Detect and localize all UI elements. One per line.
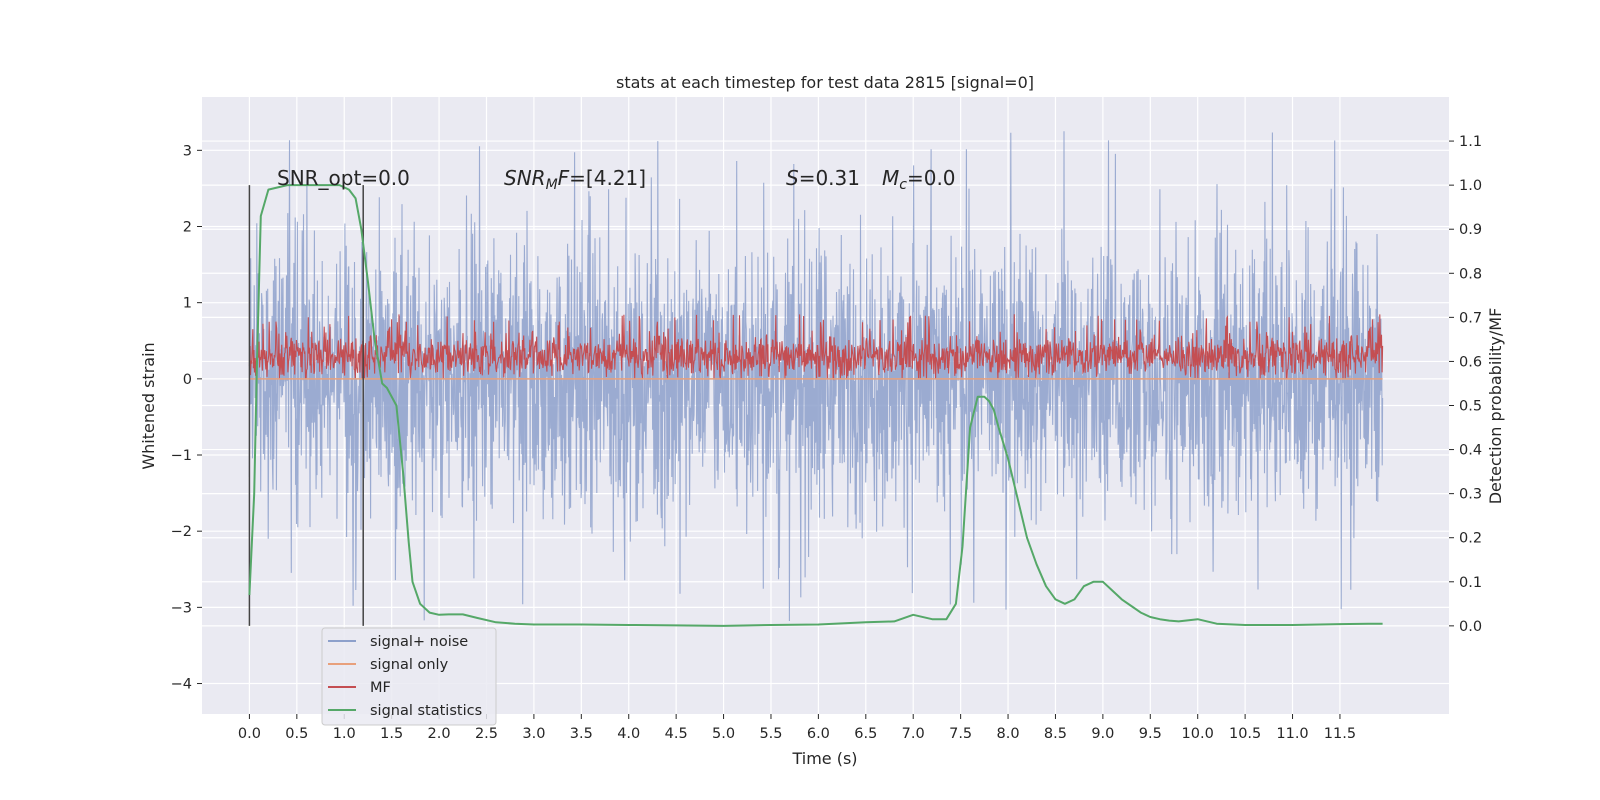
series-mf-line bbox=[248, 314, 1384, 381]
y-tick-label: 0 bbox=[183, 372, 192, 388]
y-axis-label: Whitened strain bbox=[139, 342, 158, 469]
y-tick-label: 3 bbox=[183, 143, 192, 159]
x-tick-label: 3.5 bbox=[570, 726, 593, 742]
annotation-snr-opt: SNR_opt=0.0 bbox=[277, 166, 410, 190]
x-tick-label: 7.0 bbox=[902, 726, 925, 742]
y-axis-ticks: 3 2 1 0 −1 −2 −3 −4 bbox=[171, 143, 202, 693]
y-tick-label: 1 bbox=[183, 296, 192, 312]
legend-label-signal-only: signal only bbox=[370, 657, 449, 673]
legend-label-signal-noise: signal+ noise bbox=[370, 634, 468, 650]
y-right-tick-label: 0.2 bbox=[1459, 531, 1482, 547]
vertical-markers bbox=[248, 185, 364, 626]
chart-title: stats at each timestep for test data 281… bbox=[616, 73, 1034, 92]
series-signal-noise bbox=[248, 131, 1384, 622]
y-right-tick-label: 1.1 bbox=[1459, 134, 1482, 150]
x-tick-label: 3.0 bbox=[522, 726, 545, 742]
x-tick-label: 11.5 bbox=[1324, 726, 1356, 742]
annotation-snr-mf: SNRMF=[4.21] bbox=[504, 166, 646, 193]
x-axis-label: Time (s) bbox=[791, 749, 857, 768]
series-signal-statistics bbox=[248, 184, 1383, 627]
x-tick-label: 5.5 bbox=[759, 726, 782, 742]
y-tick-label: −3 bbox=[171, 600, 192, 616]
y-right-tick-label: 0.8 bbox=[1459, 266, 1482, 282]
x-tick-label: 11.0 bbox=[1276, 726, 1308, 742]
x-tick-label: 10.0 bbox=[1182, 726, 1214, 742]
x-tick-label: 10.5 bbox=[1229, 726, 1261, 742]
y-right-tick-label: 0.9 bbox=[1459, 222, 1482, 238]
x-tick-label: 8.0 bbox=[997, 726, 1020, 742]
y-right-tick-label: 0.7 bbox=[1459, 310, 1482, 326]
y-tick-label: −4 bbox=[171, 677, 192, 693]
x-tick-label: 4.0 bbox=[617, 726, 640, 742]
legend-label-mf: MF bbox=[370, 680, 391, 696]
annotation-mc: Mc=0.0 bbox=[882, 166, 956, 193]
y-tick-label: 2 bbox=[183, 219, 192, 235]
x-tick-label: 0.0 bbox=[238, 726, 261, 742]
y-tick-label: −1 bbox=[171, 448, 192, 464]
y-tick-label: −2 bbox=[171, 524, 192, 540]
legend-label-signal-statistics: signal statistics bbox=[370, 703, 482, 719]
x-tick-label: 2.5 bbox=[475, 726, 498, 742]
x-tick-label: 2.0 bbox=[428, 726, 451, 742]
x-axis-ticks: 0.0 0.5 1.0 1.5 2.0 2.5 3.0 3.5 4.0 4.5 5.0 5.5 6.0 6… bbox=[238, 714, 1356, 742]
y-axis-right-ticks: 0.0 0.1 0.2 0.3 0.4 0.5 0.6 0.7 0.8 0.9 1.0 1.1 bbox=[1449, 134, 1482, 635]
series-signal-noise-line bbox=[248, 131, 1384, 622]
y-right-tick-label: 0.1 bbox=[1459, 575, 1482, 591]
y-right-tick-label: 0.0 bbox=[1459, 619, 1482, 635]
x-tick-label: 7.5 bbox=[949, 726, 972, 742]
x-tick-label: 9.0 bbox=[1091, 726, 1114, 742]
annotation-s: S=0.31 bbox=[786, 166, 860, 190]
y-right-tick-label: 1.0 bbox=[1459, 178, 1482, 194]
y-axis-right-label: Detection probability/MF bbox=[1486, 308, 1505, 505]
x-tick-label: 1.5 bbox=[380, 726, 403, 742]
x-tick-label: 6.5 bbox=[854, 726, 877, 742]
x-tick-label: 6.0 bbox=[807, 726, 830, 742]
x-tick-label: 5.0 bbox=[712, 726, 735, 742]
x-tick-label: 9.5 bbox=[1139, 726, 1162, 742]
x-tick-label: 4.5 bbox=[665, 726, 688, 742]
x-tick-label: 1.0 bbox=[333, 726, 356, 742]
x-tick-label: 0.5 bbox=[285, 726, 308, 742]
y-right-tick-label: 0.3 bbox=[1459, 487, 1482, 503]
y-right-tick-label: 0.6 bbox=[1459, 354, 1482, 370]
y-right-tick-label: 0.4 bbox=[1459, 443, 1482, 459]
series-signal-statistics-line bbox=[248, 184, 1383, 627]
x-tick-label: 8.5 bbox=[1044, 726, 1067, 742]
legend: signal+ noise signal only MF signal stat… bbox=[321, 627, 497, 726]
y-right-tick-label: 0.5 bbox=[1459, 399, 1482, 415]
series-mf bbox=[248, 314, 1384, 381]
